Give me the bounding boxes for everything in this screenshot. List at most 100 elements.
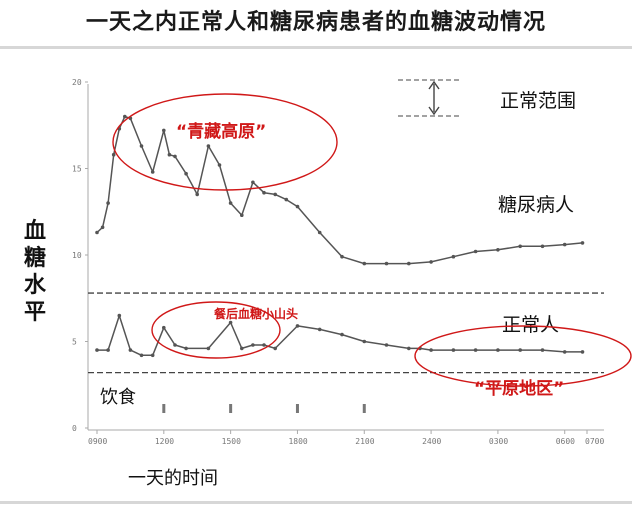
diabetic-data-point [217, 163, 222, 167]
diabetic-data-point [106, 201, 110, 205]
normal-data-point [317, 327, 322, 332]
diabetic-data-point [273, 192, 278, 197]
normal-data-point [240, 346, 244, 351]
x-tick-label: 1800 [288, 437, 307, 446]
diabetic-data-point [562, 242, 567, 247]
diabetic-data-point [139, 144, 144, 148]
normal-data-point [580, 350, 585, 354]
normal-data-point [473, 348, 478, 352]
x-tick-label: 0900 [88, 437, 107, 446]
normal-data-point [228, 320, 233, 325]
diabetic-data-point [295, 204, 300, 209]
x-tick-label: 0300 [489, 437, 508, 446]
diabetic-data-point [95, 230, 99, 235]
diabetic-data-point [429, 260, 433, 264]
normal-data-point [184, 346, 188, 351]
range-legend-arrow-down [428, 106, 440, 116]
diabetic-data-point [362, 261, 367, 266]
diabetic-data-point [184, 171, 188, 176]
meal-marker [229, 404, 233, 413]
normal-data-point [262, 343, 266, 347]
chart-title: 一天之内正常人和糖尿病患者的血糖波动情况 [85, 9, 546, 35]
diabetic-data-point [240, 213, 244, 217]
x-tick-label: 2400 [422, 437, 441, 446]
title-divider [0, 46, 632, 49]
x-tick-label: 2100 [355, 437, 374, 446]
x-tick-label: 1200 [155, 437, 174, 446]
normal-data-point [451, 348, 456, 352]
y-tick-label: 20 [72, 78, 82, 87]
normal-data-point [384, 343, 389, 347]
x-tick-label: 0600 [556, 437, 575, 446]
diabetic-data-point [123, 114, 127, 119]
normal-data-point [150, 353, 155, 358]
diabetic-series-label: 糖尿病人 [498, 194, 574, 216]
normal-series-label: 正常人 [502, 314, 559, 336]
normal-data-point [128, 348, 133, 352]
diabetic-data-point [340, 254, 344, 259]
normal-data-point [251, 343, 255, 347]
hills-ellipse [151, 301, 281, 359]
meal-marker [362, 404, 366, 413]
normal-data-point [540, 348, 545, 352]
diabetic-data-point [228, 201, 233, 205]
diabetic-data-point [540, 244, 545, 249]
normal-series-line [97, 314, 583, 357]
diabetic-data-point [262, 190, 266, 195]
y-axis-label-char: 平 [24, 300, 46, 325]
y-tick-label: 15 [72, 165, 82, 174]
diabetic-data-point [167, 152, 172, 157]
meal-label: 饮食 [100, 387, 136, 408]
normal-data-point [429, 348, 433, 352]
normal-data-point [340, 332, 344, 337]
normal-data-point [173, 343, 177, 347]
meal-marker [162, 404, 166, 413]
x-axis-label: 一天的时间 [128, 468, 218, 489]
normal-data-point [162, 325, 166, 330]
diabetic-data-point [111, 152, 116, 157]
normal-data-point [206, 346, 211, 351]
diabetic-data-point [150, 170, 155, 174]
diabetic-data-point [580, 241, 585, 245]
diabetic-data-point [206, 144, 211, 148]
x-tick-label: 1500 [222, 437, 241, 446]
y-axis-label-char: 糖 [24, 245, 46, 271]
normal-data-point [139, 353, 144, 358]
diabetic-data-point [284, 197, 289, 202]
diabetic-data-point [251, 180, 255, 185]
normal-data-point [117, 313, 122, 318]
normal-data-point [407, 346, 411, 351]
y-axis-label-char: 血 [24, 218, 46, 244]
plateau-annotation: “青藏高原” [176, 121, 266, 142]
plain-annotation: “平原地区” [474, 378, 564, 399]
diabetic-data-point [496, 248, 500, 252]
y-tick-label: 0 [72, 424, 77, 433]
normal-data-point [295, 324, 300, 328]
diabetic-data-point [451, 254, 456, 259]
diabetic-data-point [162, 128, 166, 133]
normal-data-point [518, 348, 522, 352]
normal-data-point [496, 348, 500, 352]
diabetic-series-line [96, 115, 583, 265]
y-axis-label-char: 水 [24, 273, 47, 298]
diabetic-data-point [195, 192, 199, 197]
diabetic-data-point [407, 261, 411, 266]
diabetic-data-point [173, 154, 177, 159]
diabetic-data-point [317, 230, 322, 235]
plateau-ellipse [112, 93, 338, 191]
normal-data-point [562, 350, 567, 354]
diabetic-data-point [518, 244, 522, 249]
normal-data-point [106, 348, 110, 352]
y-tick-label: 10 [72, 251, 82, 260]
normal-range-label: 正常范围 [500, 90, 576, 112]
normal-data-point [273, 346, 278, 351]
diabetic-data-point [100, 225, 105, 230]
normal-data-point [362, 339, 367, 344]
meal-marker [295, 404, 299, 413]
range-legend-arrow-up [428, 80, 440, 90]
normal-data-point [95, 348, 99, 352]
diabetic-data-point [384, 261, 389, 266]
diabetic-data-point [473, 249, 478, 254]
